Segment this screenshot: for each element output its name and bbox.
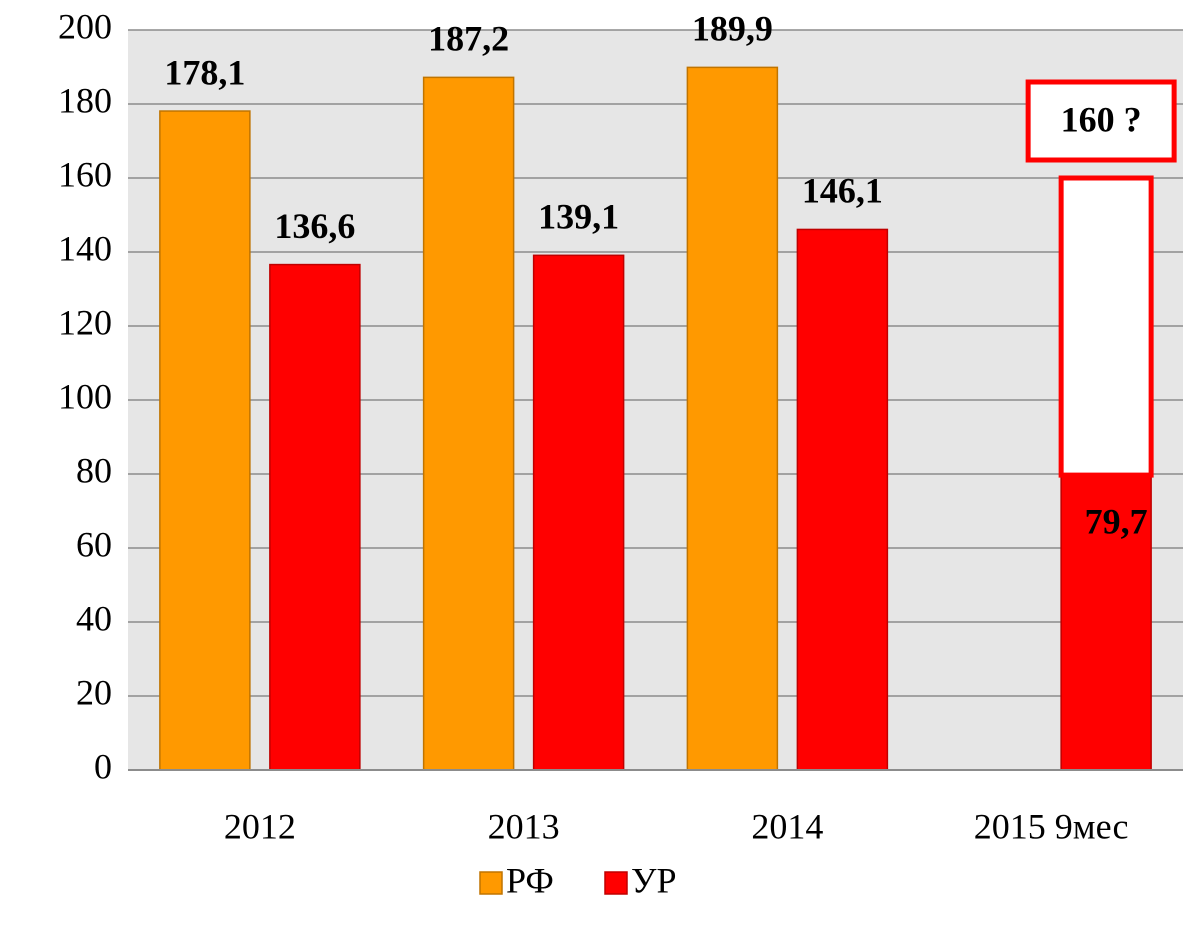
value-label: 187,2: [428, 19, 509, 59]
x-tick-label: 2014: [751, 806, 823, 846]
annotation-box: [1025, 79, 1177, 163]
annotation-label: 160 ?: [1061, 99, 1142, 139]
x-tick-label: 2012: [224, 806, 296, 846]
y-tick-label: 20: [76, 672, 112, 712]
y-tick-label: 160: [58, 154, 112, 194]
y-tick-label: 200: [58, 6, 112, 46]
y-tick-label: 180: [58, 80, 112, 120]
bar: [159, 110, 251, 771]
legend-swatch: [604, 871, 628, 895]
x-tick-label: 2015 9мес: [974, 806, 1129, 846]
y-tick-label: 0: [94, 746, 112, 786]
value-label: 139,1: [538, 197, 619, 237]
value-label: 136,6: [274, 206, 355, 246]
bar: [532, 254, 625, 771]
bar: [796, 228, 889, 771]
y-tick-label: 120: [58, 302, 112, 342]
value-label: 189,9: [692, 9, 773, 49]
y-tick-label: 80: [76, 450, 112, 490]
value-label: 178,1: [164, 52, 245, 92]
value-label: 146,1: [802, 171, 883, 211]
y-tick-label: 60: [76, 524, 112, 564]
bar: [269, 263, 361, 771]
y-tick-label: 40: [76, 598, 112, 638]
bar: [686, 66, 779, 771]
y-tick-label: 100: [58, 376, 112, 416]
value-label: 79,7: [1085, 501, 1148, 541]
x-tick-label: 2013: [488, 806, 560, 846]
bar: [422, 76, 515, 771]
projection-box: [1058, 175, 1154, 478]
legend-label: РФ: [506, 860, 554, 900]
legend-label: УР: [631, 860, 677, 900]
y-tick-label: 140: [58, 228, 112, 268]
legend-swatch: [479, 871, 503, 895]
bar: [1060, 474, 1152, 771]
